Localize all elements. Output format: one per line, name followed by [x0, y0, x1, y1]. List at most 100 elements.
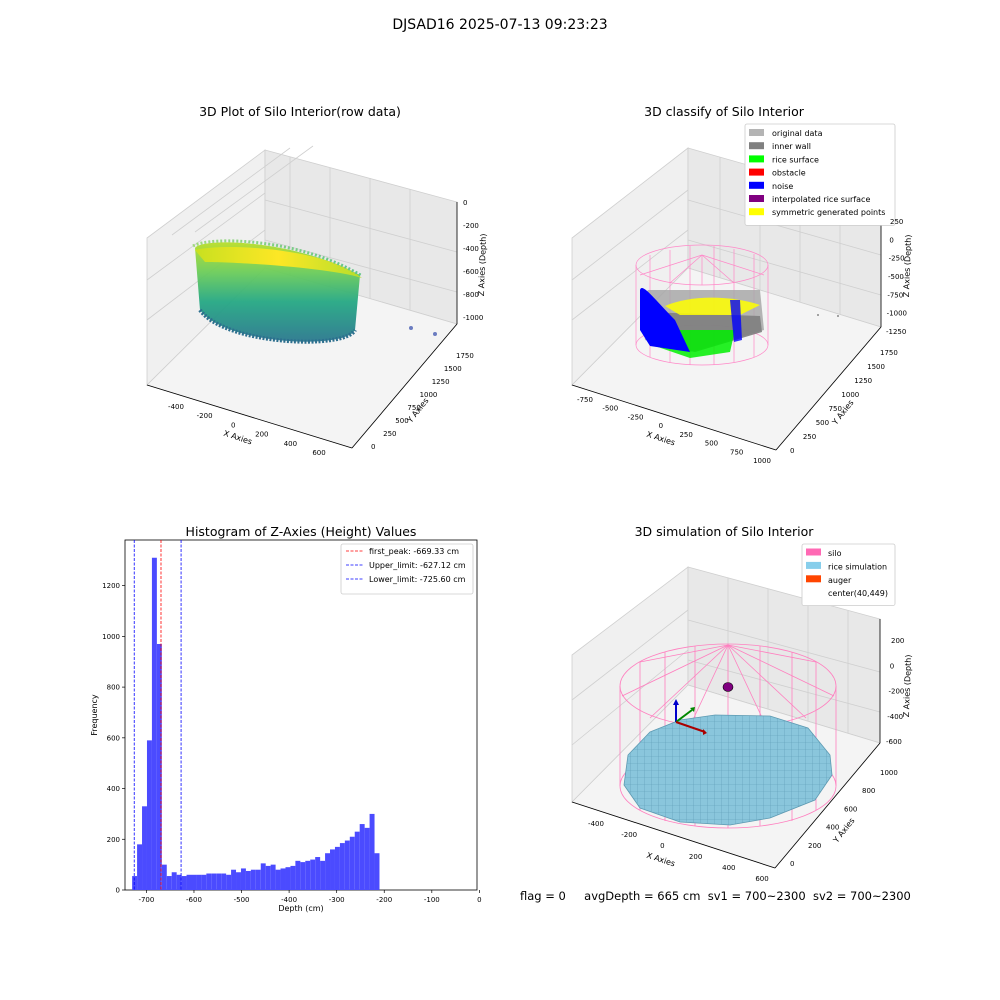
classify-z-tick-label: -1250 — [886, 328, 906, 336]
hist-x-tick-label: -100 — [424, 896, 440, 904]
classify-z-tick-label: 250 — [890, 218, 903, 226]
raw-x-tick-label: 600 — [312, 449, 325, 457]
classify-x-tick-label: 250 — [679, 431, 692, 439]
raw-y-tick-label: 1250 — [432, 378, 450, 386]
hist-legend-label: first_peak: -669.33 cm — [369, 547, 459, 556]
hist-bar — [211, 873, 217, 890]
hist-bar — [305, 860, 311, 890]
simulation-legend-swatch — [806, 548, 821, 556]
simulation-z-tick-label: 0 — [890, 662, 894, 670]
panel-raw: 3D Plot of Silo Interior(row data) -400 -2… — [146, 104, 488, 457]
classify-z-tick-label: -250 — [889, 255, 905, 263]
hist-x-tick-label: -200 — [376, 896, 392, 904]
hist-y-tick-label: 1200 — [102, 582, 120, 590]
classify-x-tick-label: -750 — [577, 396, 593, 404]
hist-x-tick-label: -500 — [234, 896, 250, 904]
classify-y-tick-label: 1750 — [880, 349, 898, 357]
classify-y-tick-label: 750 — [829, 405, 842, 413]
hist-bar — [369, 813, 375, 890]
hist-bar — [295, 860, 301, 890]
raw-y-tick-label: 250 — [383, 430, 396, 438]
hist-labels: Histogram of Z-Axies (Height) Values Dept… — [90, 524, 416, 913]
hist-bar — [330, 849, 335, 890]
hist-bar — [151, 557, 157, 890]
raw-y-tick-label: 750 — [407, 404, 420, 412]
hist-bar — [270, 864, 276, 890]
raw-z-tick-label: 0 — [463, 199, 467, 207]
classify-x-tick-label: 500 — [705, 440, 718, 448]
raw-z-tick-label: -800 — [463, 291, 479, 299]
raw-zlabel: Z Axies (Depth) — [477, 233, 488, 296]
simulation-axis-lines — [571, 619, 881, 869]
simulation-x-tick-label: 0 — [660, 842, 664, 850]
hist-y-tick-label: 400 — [107, 785, 120, 793]
hist-bar — [265, 865, 271, 890]
hist-bar — [285, 867, 291, 890]
hist-bar — [245, 870, 251, 890]
raw-y-tick-label: 1750 — [456, 352, 474, 360]
panel-classify: original data inner wall rice surface obsta… — [571, 104, 913, 465]
simulation-legend-label: auger — [828, 576, 852, 585]
hist-axes-frame — [124, 539, 478, 891]
classify-legend-label: symmetric generated points — [772, 208, 885, 217]
hist-bar — [236, 872, 241, 890]
hist-bars — [132, 557, 380, 890]
status-footer: flag = 0 avgDepth = 665 cm sv1 = 700~230… — [520, 889, 911, 903]
simulation-z-tick-label: -200 — [889, 688, 905, 696]
raw-x-tick-label: -400 — [168, 403, 184, 411]
raw-y-tick-label: 1500 — [444, 365, 462, 373]
simulation-legend-label: silo — [828, 549, 842, 558]
raw-xlabel: X Axies — [222, 429, 253, 447]
classify-y-tick-label: 0 — [790, 447, 794, 455]
hist-bar — [364, 827, 370, 890]
raw-x-tick-label: 0 — [231, 421, 235, 429]
hist-y-tick-label: 800 — [107, 684, 120, 692]
simulation-x-tick-label: 200 — [689, 853, 702, 861]
simulation-y-tick-label: 600 — [844, 805, 857, 813]
raw-y-tick-label: 0 — [371, 443, 375, 451]
hist-bar — [250, 869, 256, 890]
hist-bar — [137, 844, 143, 890]
raw-z-tick-label: -1000 — [463, 314, 483, 322]
sv2-text: sv2 = 700~2300 — [812, 889, 911, 903]
classify-legend-swatch — [749, 142, 764, 150]
hist-bar — [156, 643, 162, 890]
panel-histogram: -700 -600 -500 -400 -300 -200 -100 0 0 200 400 600 8… — [90, 524, 482, 913]
hist-bar — [176, 874, 182, 890]
hist-x-tick-label: -400 — [281, 896, 297, 904]
simulation-x-tick-label: -400 — [588, 820, 604, 828]
simulation-auger-marker — [722, 682, 734, 692]
classify-point-cloud — [640, 288, 839, 358]
hist-bar — [255, 869, 261, 890]
raw-point-cloud — [192, 239, 437, 344]
hist-ylabel: Frequency — [90, 694, 99, 736]
classify-legend-swatch — [749, 155, 764, 163]
hist-bar — [226, 874, 232, 890]
hist-bar — [374, 853, 380, 890]
simulation-z-tick-label: 200 — [891, 637, 904, 645]
classify-z-tick-label: -750 — [887, 291, 903, 299]
hist-bar — [186, 874, 192, 890]
classify-legend-swatch — [749, 195, 764, 202]
hist-bar — [146, 740, 152, 890]
simulation-y-tick-label: 400 — [826, 824, 839, 832]
hist-bar — [196, 874, 202, 890]
simulation-xlabel: X Axies — [645, 851, 676, 869]
classify-legend-box — [744, 123, 896, 226]
classify-legend-swatch — [749, 129, 764, 136]
classify-zlabel: Z Axies (Depth) — [902, 234, 913, 297]
raw-axis-lines — [146, 202, 458, 449]
hist-x-tick-label: -300 — [329, 896, 345, 904]
hist-bar — [300, 862, 306, 890]
simulation-z-tick-label: -400 — [887, 713, 903, 721]
classify-xlabel: X Axies — [645, 430, 676, 448]
raw-y-tick-label: 500 — [395, 417, 408, 425]
hist-bar — [349, 836, 355, 890]
classify-x-tick-label: -500 — [602, 405, 618, 413]
simulation-legend-label: rice simulation — [828, 562, 887, 571]
raw-y-tick-label: 1000 — [420, 391, 438, 399]
hist-bar — [260, 863, 266, 890]
simulation-y-tick-label: 0 — [790, 860, 794, 868]
flag-text: flag = 0 — [520, 889, 566, 903]
